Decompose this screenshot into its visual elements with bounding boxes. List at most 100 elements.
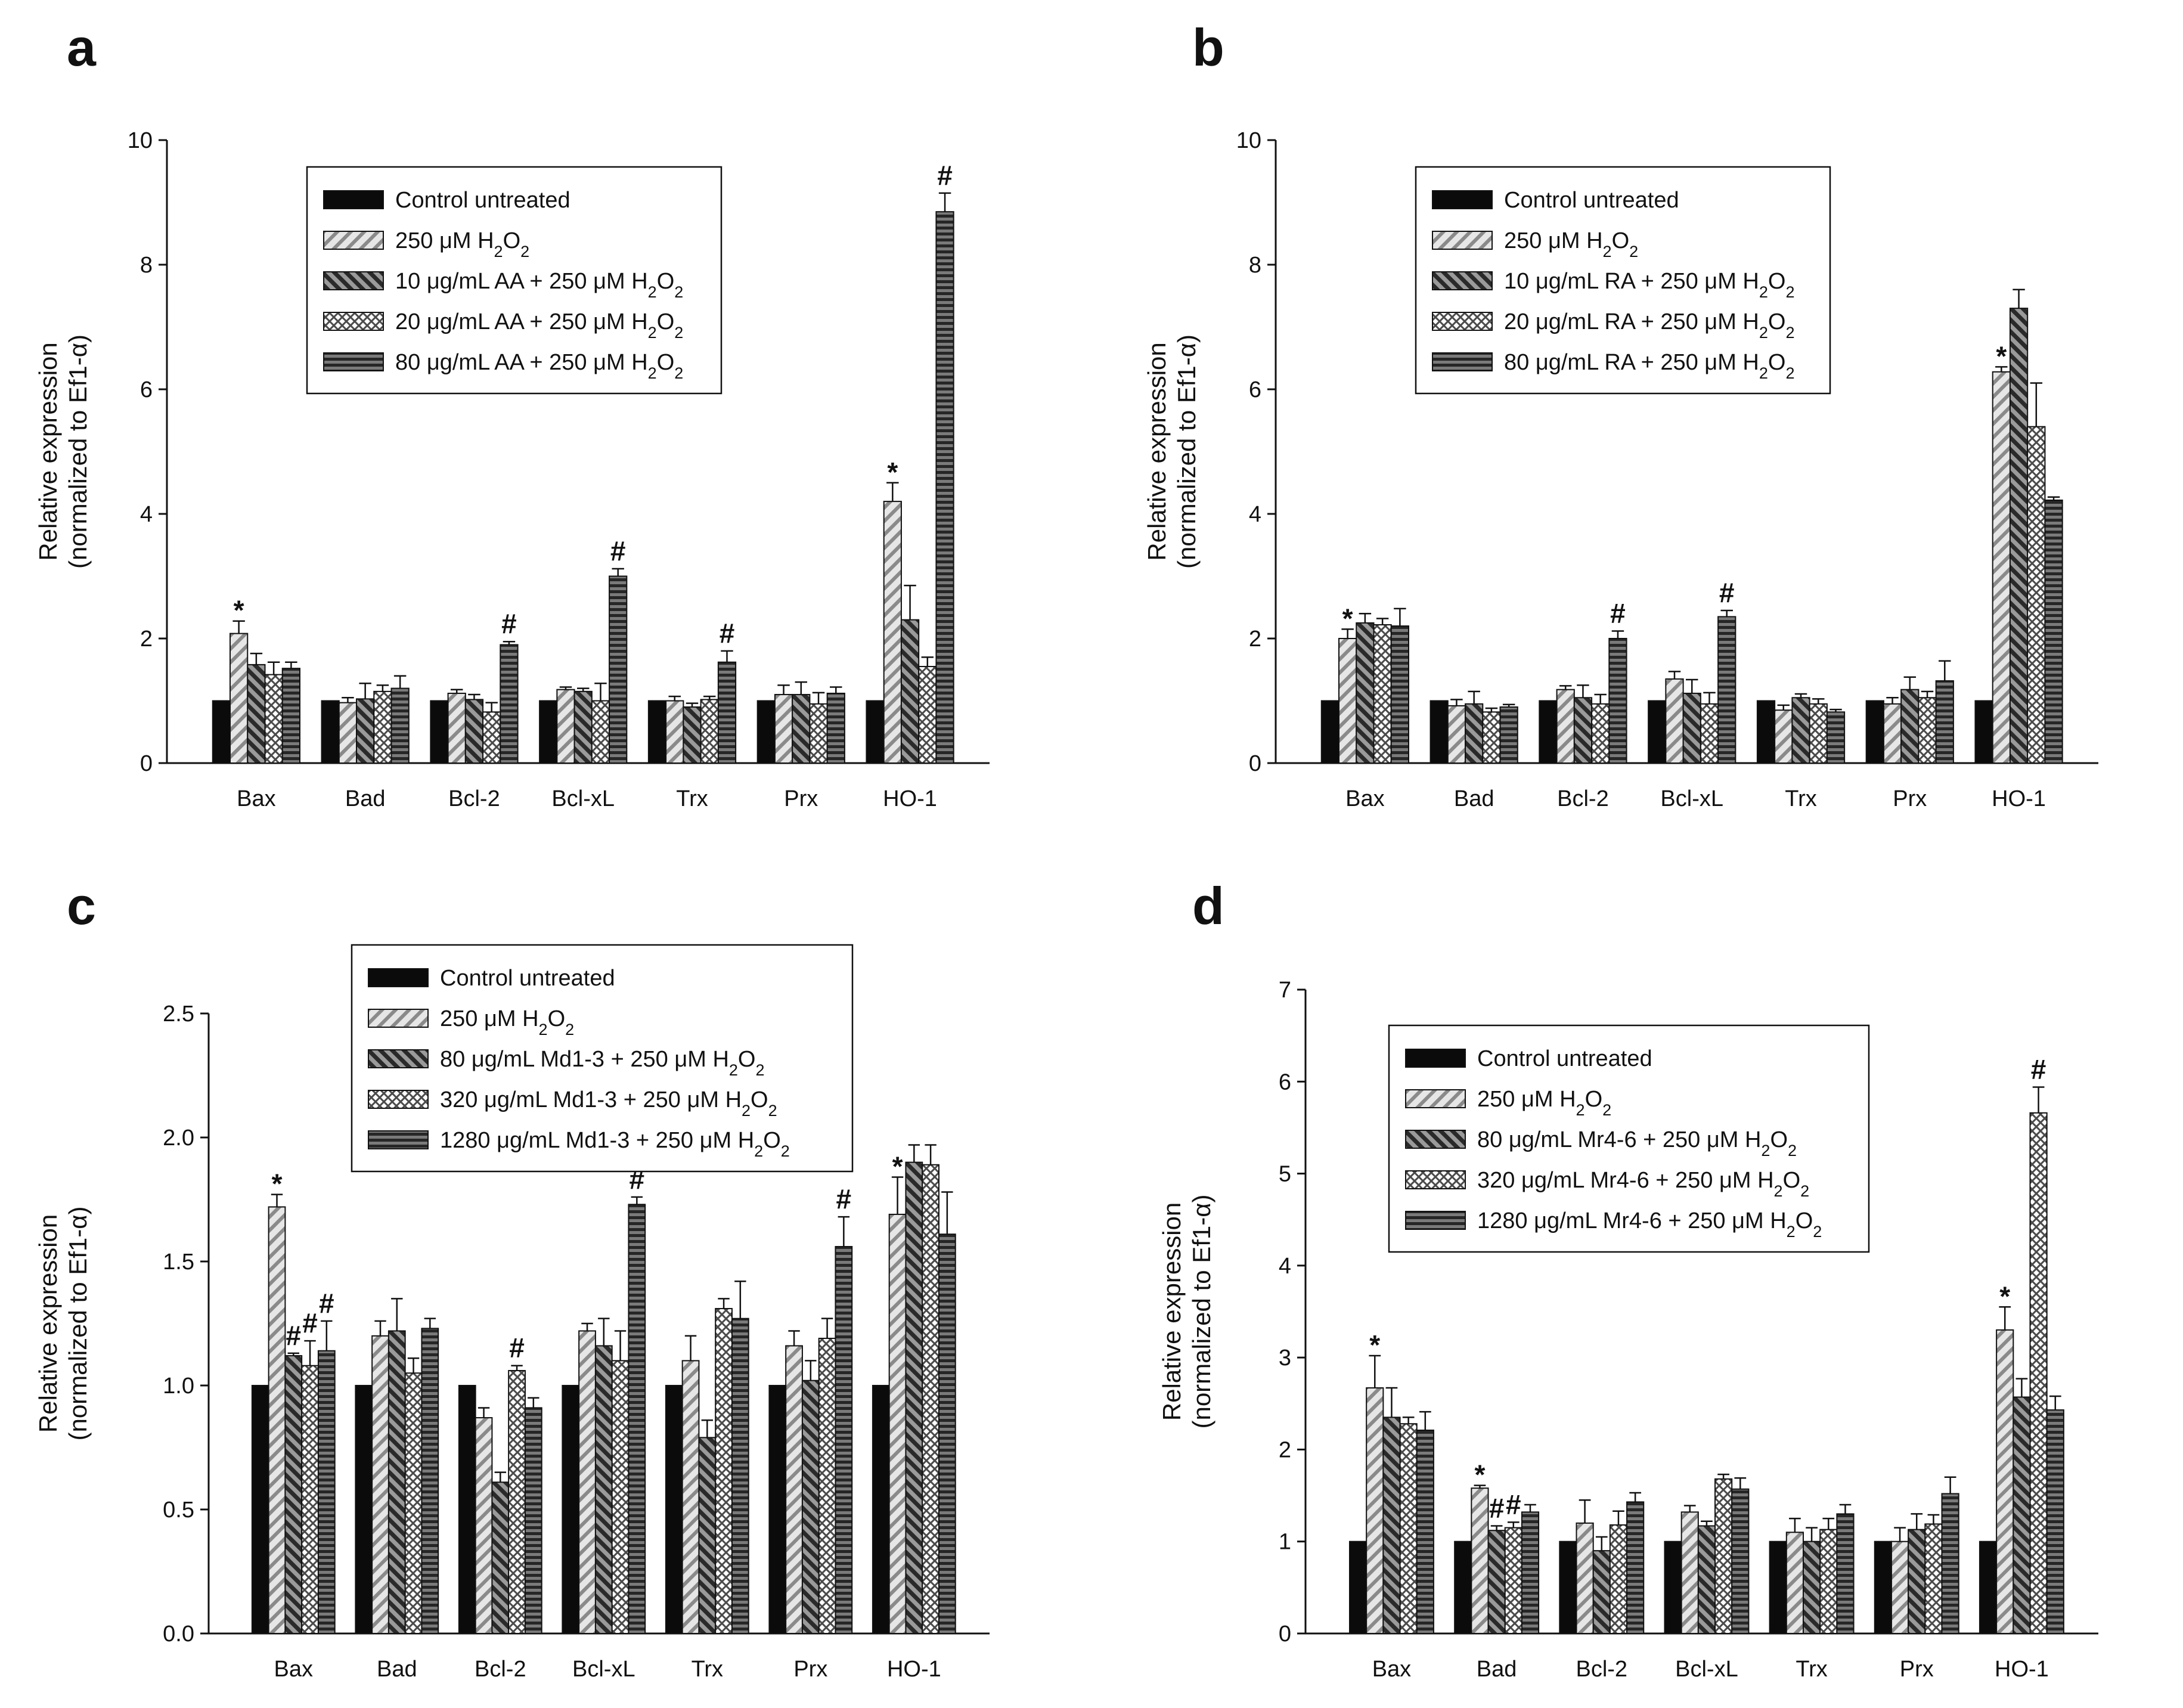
bar-d-trx-s4 xyxy=(1836,1513,1855,1634)
bar-d-bcl-2-s4 xyxy=(1626,1501,1645,1634)
legend-swatch xyxy=(1405,1089,1466,1108)
bar-a-prx-s4 xyxy=(826,692,845,764)
significance-hash: # xyxy=(501,608,517,639)
bar-b-bcl-2-s2 xyxy=(1573,697,1593,764)
bar-a-prx-s0 xyxy=(756,700,776,764)
legend-swatch xyxy=(1405,1049,1466,1068)
y-tick-label: 2 xyxy=(1249,627,1261,652)
bar-b-ho-1-s4 xyxy=(2044,500,2063,764)
legend-swatch xyxy=(323,352,384,371)
x-category-label: Bad xyxy=(1477,1657,1517,1682)
legend-label: 10 μg/mL AA + 250 μM H2O2 xyxy=(395,269,683,301)
y-tick-label: 1.5 xyxy=(163,1250,194,1275)
y-tick-label: 1 xyxy=(1279,1530,1291,1555)
x-category-label: Bax xyxy=(1372,1657,1411,1682)
bar-d-ho-1-s2 xyxy=(2013,1396,2031,1634)
bar-c-bcl-2-s1 xyxy=(475,1417,493,1635)
bar-b-ho-1-s2 xyxy=(2009,308,2029,764)
bar-d-prx-s4 xyxy=(1941,1493,1959,1634)
bar-a-ho-1-s0 xyxy=(866,700,885,764)
bar-b-bcl-2-s3 xyxy=(1591,703,1610,764)
significance-hash: # xyxy=(2031,1054,2046,1085)
x-category-label: Bcl-xL xyxy=(1675,1657,1738,1682)
bar-a-bax-s2 xyxy=(247,664,266,764)
bar-b-bcl-2-s1 xyxy=(1556,689,1575,764)
bar-d-bcl-2-s2 xyxy=(1592,1550,1611,1634)
bar-b-bax-s0 xyxy=(1320,700,1340,764)
bar-b-bcl-xl-s1 xyxy=(1665,678,1684,764)
bar-a-bax-s1 xyxy=(230,633,249,764)
legend-label: 250 μM H2O2 xyxy=(1477,1087,1611,1119)
significance-hash: # xyxy=(1719,577,1735,608)
bar-b-trx-s4 xyxy=(1826,711,1846,764)
legend-swatch xyxy=(368,1090,429,1109)
bar-c-trx-s2 xyxy=(698,1437,717,1635)
bar-d-trx-s3 xyxy=(1819,1529,1838,1635)
bar-d-prx-s0 xyxy=(1874,1540,1892,1635)
bar-c-bax-s4 xyxy=(317,1350,336,1634)
x-category-label: Trx xyxy=(676,786,708,811)
bar-a-bax-s0 xyxy=(212,700,231,764)
y-tick-label: 0 xyxy=(1279,1622,1291,1647)
bar-c-ho-1-s0 xyxy=(872,1385,890,1634)
legend-label: Control untreated xyxy=(440,966,615,991)
bar-a-bad-s2 xyxy=(356,698,375,764)
legend-swatch xyxy=(368,1049,429,1068)
bar-b-prx-s3 xyxy=(1918,697,1937,764)
legend-label: 10 μg/mL RA + 250 μM H2O2 xyxy=(1504,269,1795,301)
bar-a-bcl-xl-s4 xyxy=(609,575,628,764)
x-category-label: Prx xyxy=(1900,1657,1934,1682)
legend: Control untreated 250 μM H2O2 80 μg/mL Mr4… xyxy=(1388,1024,1870,1253)
y-tick-label: 4 xyxy=(1249,502,1261,527)
bar-d-bad-s3 xyxy=(1504,1527,1522,1635)
bar-c-bad-s2 xyxy=(387,1330,406,1634)
bar-d-trx-s0 xyxy=(1769,1540,1787,1635)
bar-c-bcl-xl-s4 xyxy=(628,1204,646,1634)
legend-swatch xyxy=(323,312,384,331)
bar-d-trx-s1 xyxy=(1785,1532,1804,1634)
y-tick-label: 4 xyxy=(1279,1254,1291,1279)
significance-star: * xyxy=(887,457,898,488)
x-category-label: HO-1 xyxy=(1992,786,2046,811)
bar-c-ho-1-s4 xyxy=(938,1233,956,1634)
bar-c-ho-1-s1 xyxy=(888,1213,907,1634)
legend-label: 80 μg/mL RA + 250 μM H2O2 xyxy=(1504,350,1795,382)
y-tick-label: 6 xyxy=(1249,377,1261,402)
bar-c-bcl-2-s4 xyxy=(524,1407,542,1634)
bar-b-bcl-xl-s0 xyxy=(1648,700,1667,764)
legend-label: 20 μg/mL RA + 250 μM H2O2 xyxy=(1504,309,1795,342)
bar-a-trx-s1 xyxy=(665,700,684,764)
panel-letter: c xyxy=(67,876,96,935)
panel-c: c 0.0 0.5 1.0 1.5 2.0 2.5 Relative expression (n… xyxy=(34,876,990,1682)
legend-label: 320 μg/mL Mr4-6 + 250 μM H2O2 xyxy=(1477,1168,1809,1200)
x-category-label: Prx xyxy=(1893,786,1927,811)
legend-swatch xyxy=(323,231,384,250)
y-axis-label: Relative expression xyxy=(34,342,62,561)
bar-d-bcl-xl-s1 xyxy=(1680,1511,1699,1634)
significance-hash: # xyxy=(286,1320,301,1351)
bar-b-bax-s4 xyxy=(1390,625,1409,764)
bar-a-bad-s0 xyxy=(321,700,340,764)
bar-d-bcl-2-s1 xyxy=(1576,1522,1594,1635)
y-tick-label: 0 xyxy=(140,751,153,776)
significance-star: * xyxy=(1369,1329,1380,1360)
legend-swatch xyxy=(368,1130,429,1149)
bar-b-ho-1-s1 xyxy=(1992,371,2011,764)
bar-a-bad-s4 xyxy=(390,687,410,764)
legend-swatch xyxy=(1432,190,1493,209)
legend-label: Control untreated xyxy=(1477,1046,1652,1071)
legend: Control untreated 250 μM H2O2 80 μg/mL Md1… xyxy=(351,944,854,1173)
bar-d-bad-s0 xyxy=(1454,1540,1472,1635)
x-category-label: Trx xyxy=(1796,1657,1827,1682)
legend-swatch xyxy=(1405,1211,1466,1230)
legend-label: 320 μg/mL Md1-3 + 250 μM H2O2 xyxy=(440,1087,777,1120)
legend-label: 80 μg/mL Md1-3 + 250 μM H2O2 xyxy=(440,1047,765,1079)
bar-b-trx-s3 xyxy=(1809,703,1828,764)
bar-d-ho-1-s3 xyxy=(2029,1112,2048,1634)
bar-d-bad-s1 xyxy=(1471,1487,1489,1634)
bar-c-ho-1-s3 xyxy=(922,1164,939,1634)
bar-d-bax-s4 xyxy=(1416,1430,1434,1634)
legend-label: 250 μM H2O2 xyxy=(395,228,529,261)
legend-swatch xyxy=(368,1009,429,1028)
